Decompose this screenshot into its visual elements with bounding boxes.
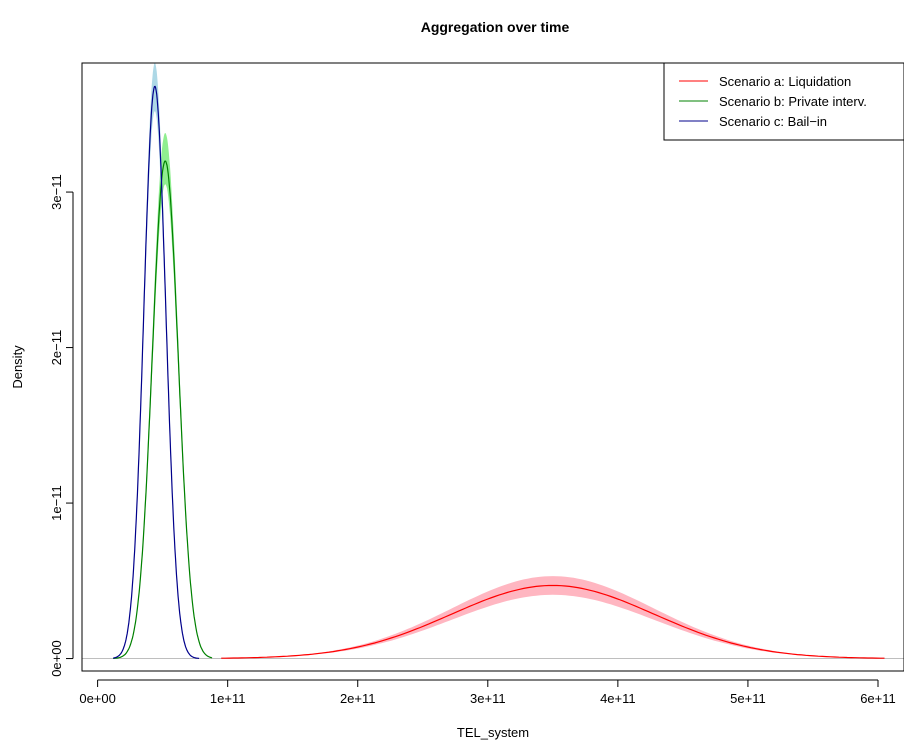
legend: Scenario a: Liquidation Scenario b: Priv… xyxy=(663,62,904,141)
chart-title: Aggregation over time xyxy=(421,19,570,35)
y-axis: 0e+00 1e−11 2e−11 3e−11 xyxy=(49,174,74,677)
x-tick-label: 3e+11 xyxy=(470,691,506,706)
x-tick-label: 5e+11 xyxy=(730,691,766,706)
x-axis-label: TEL_system xyxy=(457,725,529,740)
y-tick-label: 1e−11 xyxy=(49,485,64,521)
line-scenario-b xyxy=(113,160,213,660)
legend-label-scenario-c: Scenario c: Bail−in xyxy=(719,114,827,129)
density-lines xyxy=(113,85,885,660)
y-tick-label: 2e−11 xyxy=(49,330,64,366)
x-tick-label: 6e+11 xyxy=(860,691,896,706)
y-axis-label: Density xyxy=(10,345,25,389)
y-tick-label: 0e+00 xyxy=(49,640,64,677)
x-tick-label: 0e+00 xyxy=(79,691,116,706)
line-scenario-c xyxy=(113,85,200,659)
band-scenario-a xyxy=(221,576,885,659)
confidence-bands xyxy=(113,63,885,659)
plot-frame xyxy=(81,62,904,672)
y-tick-label: 3e−11 xyxy=(49,174,64,210)
band-scenario-c xyxy=(113,63,200,659)
x-tick-label: 4e+11 xyxy=(600,691,636,706)
x-tick-label: 1e+11 xyxy=(210,691,246,706)
legend-label-scenario-b: Scenario b: Private interv. xyxy=(719,94,867,109)
x-axis: 0e+00 1e+11 2e+11 3e+11 4e+11 5e+11 6e+11 xyxy=(79,679,896,706)
line-scenario-a xyxy=(221,584,885,659)
legend-label-scenario-a: Scenario a: Liquidation xyxy=(719,74,851,89)
x-tick-label: 2e+11 xyxy=(340,691,376,706)
